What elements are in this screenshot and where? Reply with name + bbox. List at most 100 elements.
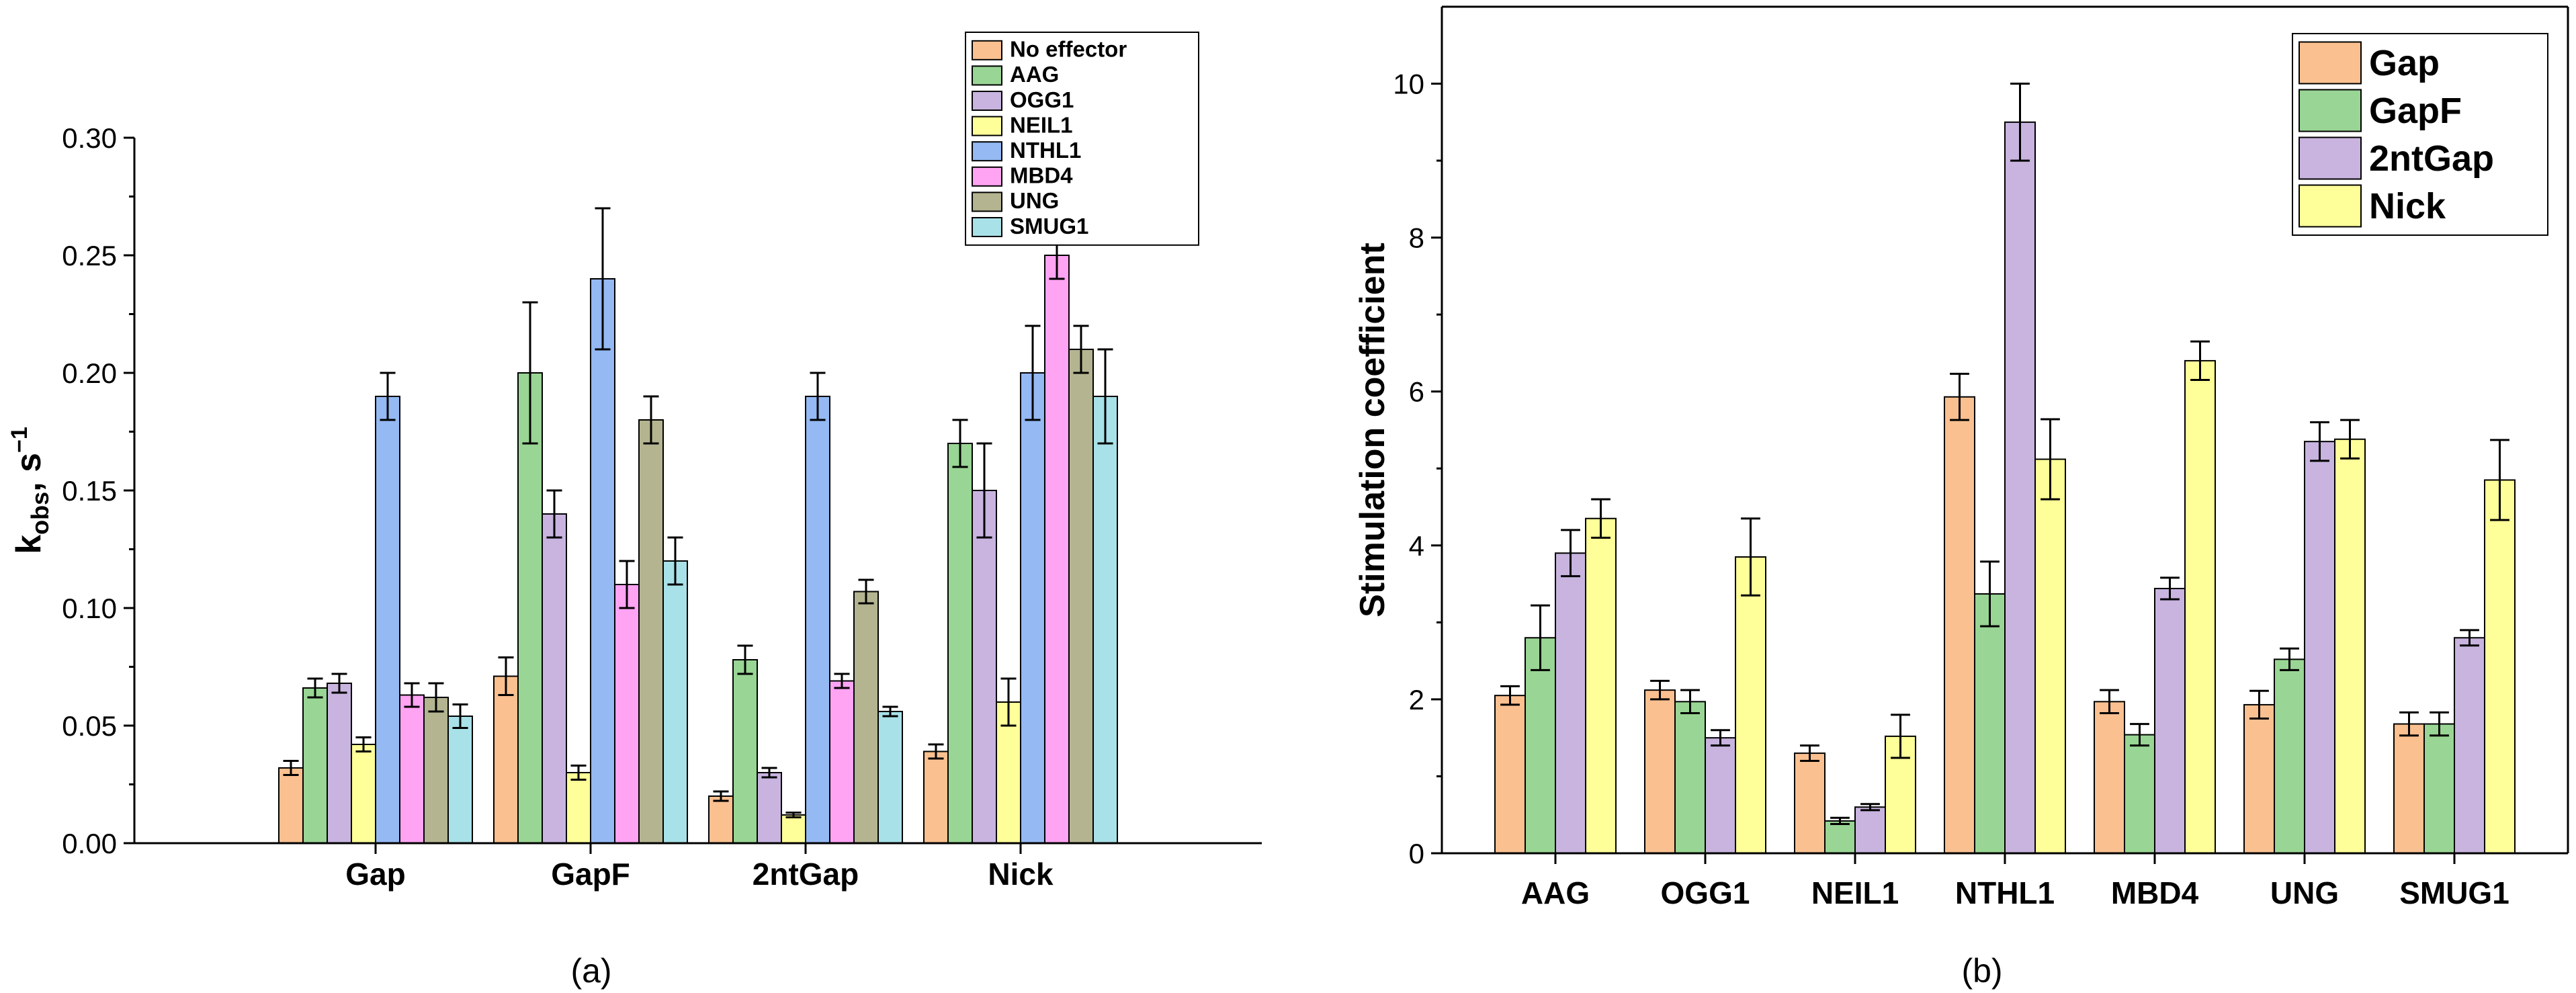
bar: [2423, 723, 2455, 854]
bar: [781, 814, 806, 844]
series-gap: [1494, 372, 2425, 855]
y-tick-label: 2: [1409, 684, 1424, 716]
panel-label: (b): [1961, 952, 2002, 990]
legend-swatch: [972, 65, 1002, 86]
x-tick-label: GapF: [551, 857, 630, 892]
y-tick-label: 0: [1409, 838, 1424, 869]
bar: [1824, 820, 1856, 854]
x-tick-label: 2ntGap: [753, 857, 859, 892]
bar: [708, 795, 734, 844]
bar: [2393, 723, 2425, 854]
y-tick-label: 0.25: [62, 240, 117, 271]
bar: [1674, 701, 1706, 854]
bar: [2243, 703, 2275, 854]
bar: [566, 772, 591, 844]
bar: [2454, 637, 2485, 854]
series-aag: [302, 301, 973, 844]
y-tick-label: 4: [1409, 530, 1424, 562]
bar: [1020, 372, 1045, 844]
legend-label: Nick: [2369, 186, 2446, 226]
legend-frame: [965, 32, 1199, 246]
legend-swatch: [2299, 136, 2362, 180]
x-tick-label: MBD4: [2111, 875, 2199, 910]
bar: [327, 683, 352, 844]
bar: [1555, 552, 1586, 854]
y-tick-label: 6: [1409, 376, 1424, 408]
x-tick-label: UNG: [2270, 875, 2339, 910]
legend-label: GapF: [2369, 91, 2462, 131]
panel-label: (a): [570, 952, 611, 990]
legend-label: No effector: [1010, 37, 1127, 62]
bar: [1944, 396, 1975, 854]
bar: [447, 716, 473, 844]
legend: Gap GapF 2ntGap Nick: [2292, 33, 2548, 236]
legend-swatch: [972, 166, 1002, 187]
bar: [1705, 737, 1736, 854]
bar: [2334, 438, 2366, 854]
legend-label: NEIL1: [1010, 112, 1073, 137]
bar: [493, 675, 519, 844]
bar: [542, 513, 567, 844]
legend-swatch: [972, 191, 1002, 212]
bar: [2184, 359, 2216, 854]
legend-label: SMUG1: [1010, 214, 1088, 239]
legend-label: AAG: [1010, 62, 1059, 87]
chart-a: 0.00 0.05 0.10 0.15 0.20 0.25 0.30 Gap GapF 2ntGa…: [7, 32, 1262, 990]
series-smug1: [447, 348, 1118, 844]
legend-swatch: [972, 217, 1002, 237]
bar: [1794, 752, 1826, 855]
bar: [853, 591, 879, 844]
bar: [829, 680, 855, 844]
bar: [947, 443, 973, 844]
bar: [1044, 255, 1070, 844]
bar: [2124, 734, 2155, 854]
bar: [2484, 479, 2516, 854]
bar: [923, 750, 949, 844]
bar: [1494, 695, 1526, 854]
legend-swatch: [2299, 89, 2362, 132]
series-nthl1: [375, 207, 1045, 844]
bar: [972, 490, 997, 844]
bar: [638, 419, 664, 844]
bar: [614, 584, 640, 844]
bar: [757, 772, 782, 844]
x-tick-label: SMUG1: [2399, 875, 2509, 910]
legend-label: NTHL1: [1010, 138, 1081, 163]
bar: [2304, 441, 2335, 854]
bar: [1854, 806, 1886, 854]
legend-swatch: [972, 116, 1002, 136]
bar: [2154, 587, 2186, 854]
x-tick-label: NTHL1: [1955, 875, 2055, 910]
bar: [1585, 517, 1617, 855]
y-tick-label: 10: [1393, 69, 1424, 100]
legend-label: OGG1: [1010, 87, 1074, 112]
bar: [2034, 458, 2066, 854]
bar: [1092, 396, 1118, 844]
y-tick-label: 0.00: [62, 828, 117, 859]
x-tick-label: NEIL1: [1811, 875, 1899, 910]
y-tick-label: 0.10: [62, 593, 117, 624]
bar: [805, 396, 830, 844]
bar: [351, 744, 376, 844]
bar: [1068, 349, 1094, 844]
bar: [732, 659, 758, 844]
bar: [590, 278, 615, 844]
bar: [1974, 593, 2006, 854]
series-2ntgap: [1555, 83, 2485, 854]
legend-label: Gap: [2369, 43, 2440, 83]
bar: [2004, 121, 2036, 854]
series-neil1: [351, 677, 1021, 844]
bar: [1735, 556, 1766, 854]
x-tick-label: OGG1: [1661, 875, 1750, 910]
y-tick-label: 0.15: [62, 475, 117, 507]
x-tick-label: Gap: [345, 857, 405, 892]
legend-swatch: [972, 91, 1002, 111]
bar: [1644, 689, 1676, 855]
legend-swatch: [972, 141, 1002, 162]
y-tick-label: 0.20: [62, 357, 117, 389]
chart-b: 0 2 4 6 8 10 AAG OGG1 NEIL1 NTHL1 MBD4 UNG SMUG1 Stim…: [1353, 5, 2569, 990]
legend-label: UNG: [1010, 188, 1059, 213]
bar: [662, 560, 688, 844]
legend-swatch: [972, 40, 1002, 60]
